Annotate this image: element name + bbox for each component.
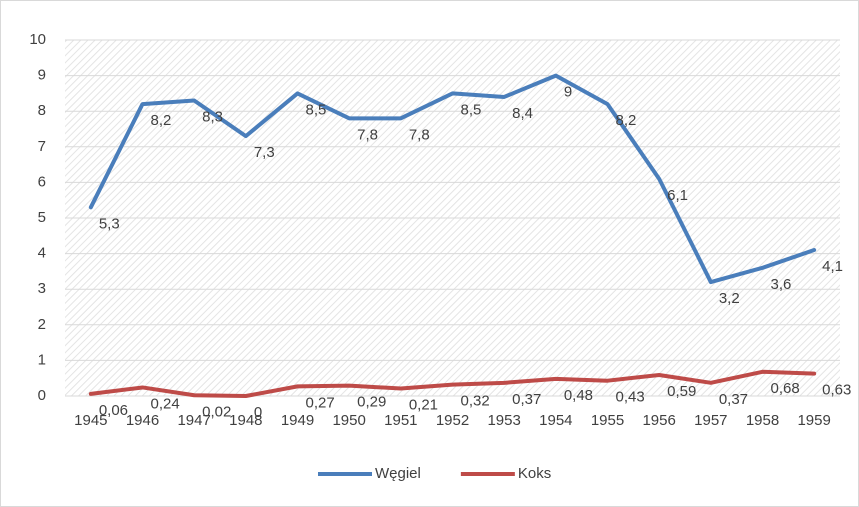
- data-label: 7,8: [409, 126, 430, 143]
- data-label: 5,3: [99, 215, 120, 232]
- x-tick-label: 1958: [746, 412, 779, 429]
- data-label: 0,68: [771, 380, 800, 397]
- x-tick-label: 1955: [591, 412, 624, 429]
- x-tick-label: 1953: [487, 412, 520, 429]
- data-label: 8,5: [306, 101, 327, 118]
- y-tick-label: 10: [29, 31, 46, 48]
- y-tick-label: 9: [38, 67, 46, 84]
- data-label: 7,8: [357, 126, 378, 143]
- data-label: 0,21: [409, 396, 438, 413]
- legend-label: Koks: [518, 465, 551, 482]
- data-label: 4,1: [822, 258, 843, 275]
- data-label: 0,37: [512, 391, 541, 408]
- y-tick-label: 2: [38, 316, 46, 333]
- y-tick-label: 5: [38, 209, 46, 226]
- data-label: 0,29: [357, 394, 386, 411]
- x-tick-label: 1950: [332, 412, 365, 429]
- data-label: 0,63: [822, 382, 851, 399]
- x-tick-label: 1954: [539, 412, 572, 429]
- data-label: 0,48: [564, 387, 593, 404]
- data-label: 0: [254, 404, 262, 421]
- data-label: 8,2: [616, 112, 637, 129]
- y-tick-label: 8: [38, 102, 46, 119]
- x-tick-label: 1946: [126, 412, 159, 429]
- data-label: 3,6: [771, 276, 792, 293]
- x-tick-label: 1949: [281, 412, 314, 429]
- x-tick-label: 1947: [177, 412, 210, 429]
- x-tick-label: 1956: [642, 412, 675, 429]
- data-label: 6,1: [667, 187, 688, 204]
- x-tick-label: 1951: [384, 412, 417, 429]
- y-tick-label: 4: [38, 245, 46, 262]
- y-tick-label: 1: [38, 351, 46, 368]
- series-line: [88, 73, 817, 285]
- data-label: 0,06: [99, 402, 128, 419]
- data-label: 8,3: [202, 108, 223, 125]
- data-label: 3,2: [719, 290, 740, 307]
- x-tick-label: 1945: [74, 412, 107, 429]
- y-tick-label: 3: [38, 280, 46, 297]
- x-tick-label: 1959: [797, 412, 830, 429]
- series-line: [88, 369, 817, 398]
- data-label: 0,59: [667, 383, 696, 400]
- data-label: 0,02: [202, 403, 231, 420]
- data-label: 7,3: [254, 144, 275, 161]
- y-tick-label: 7: [38, 138, 46, 155]
- data-label: 9: [564, 84, 572, 101]
- y-tick-label: 6: [38, 173, 46, 190]
- data-label: 0,32: [461, 393, 490, 410]
- data-label: 0,27: [306, 394, 335, 411]
- legend-label: Węgiel: [375, 465, 421, 482]
- data-label: 0,37: [719, 391, 748, 408]
- data-label: 8,5: [461, 101, 482, 118]
- data-label: 8,4: [512, 105, 533, 122]
- x-tick-label: 1952: [436, 412, 469, 429]
- data-label: 8,2: [151, 112, 172, 129]
- x-tick-label: 1948: [229, 412, 262, 429]
- x-tick-label: 1957: [694, 412, 727, 429]
- data-label: 0,24: [151, 395, 180, 412]
- data-label: 0,43: [616, 389, 645, 406]
- y-tick-label: 0: [38, 387, 46, 404]
